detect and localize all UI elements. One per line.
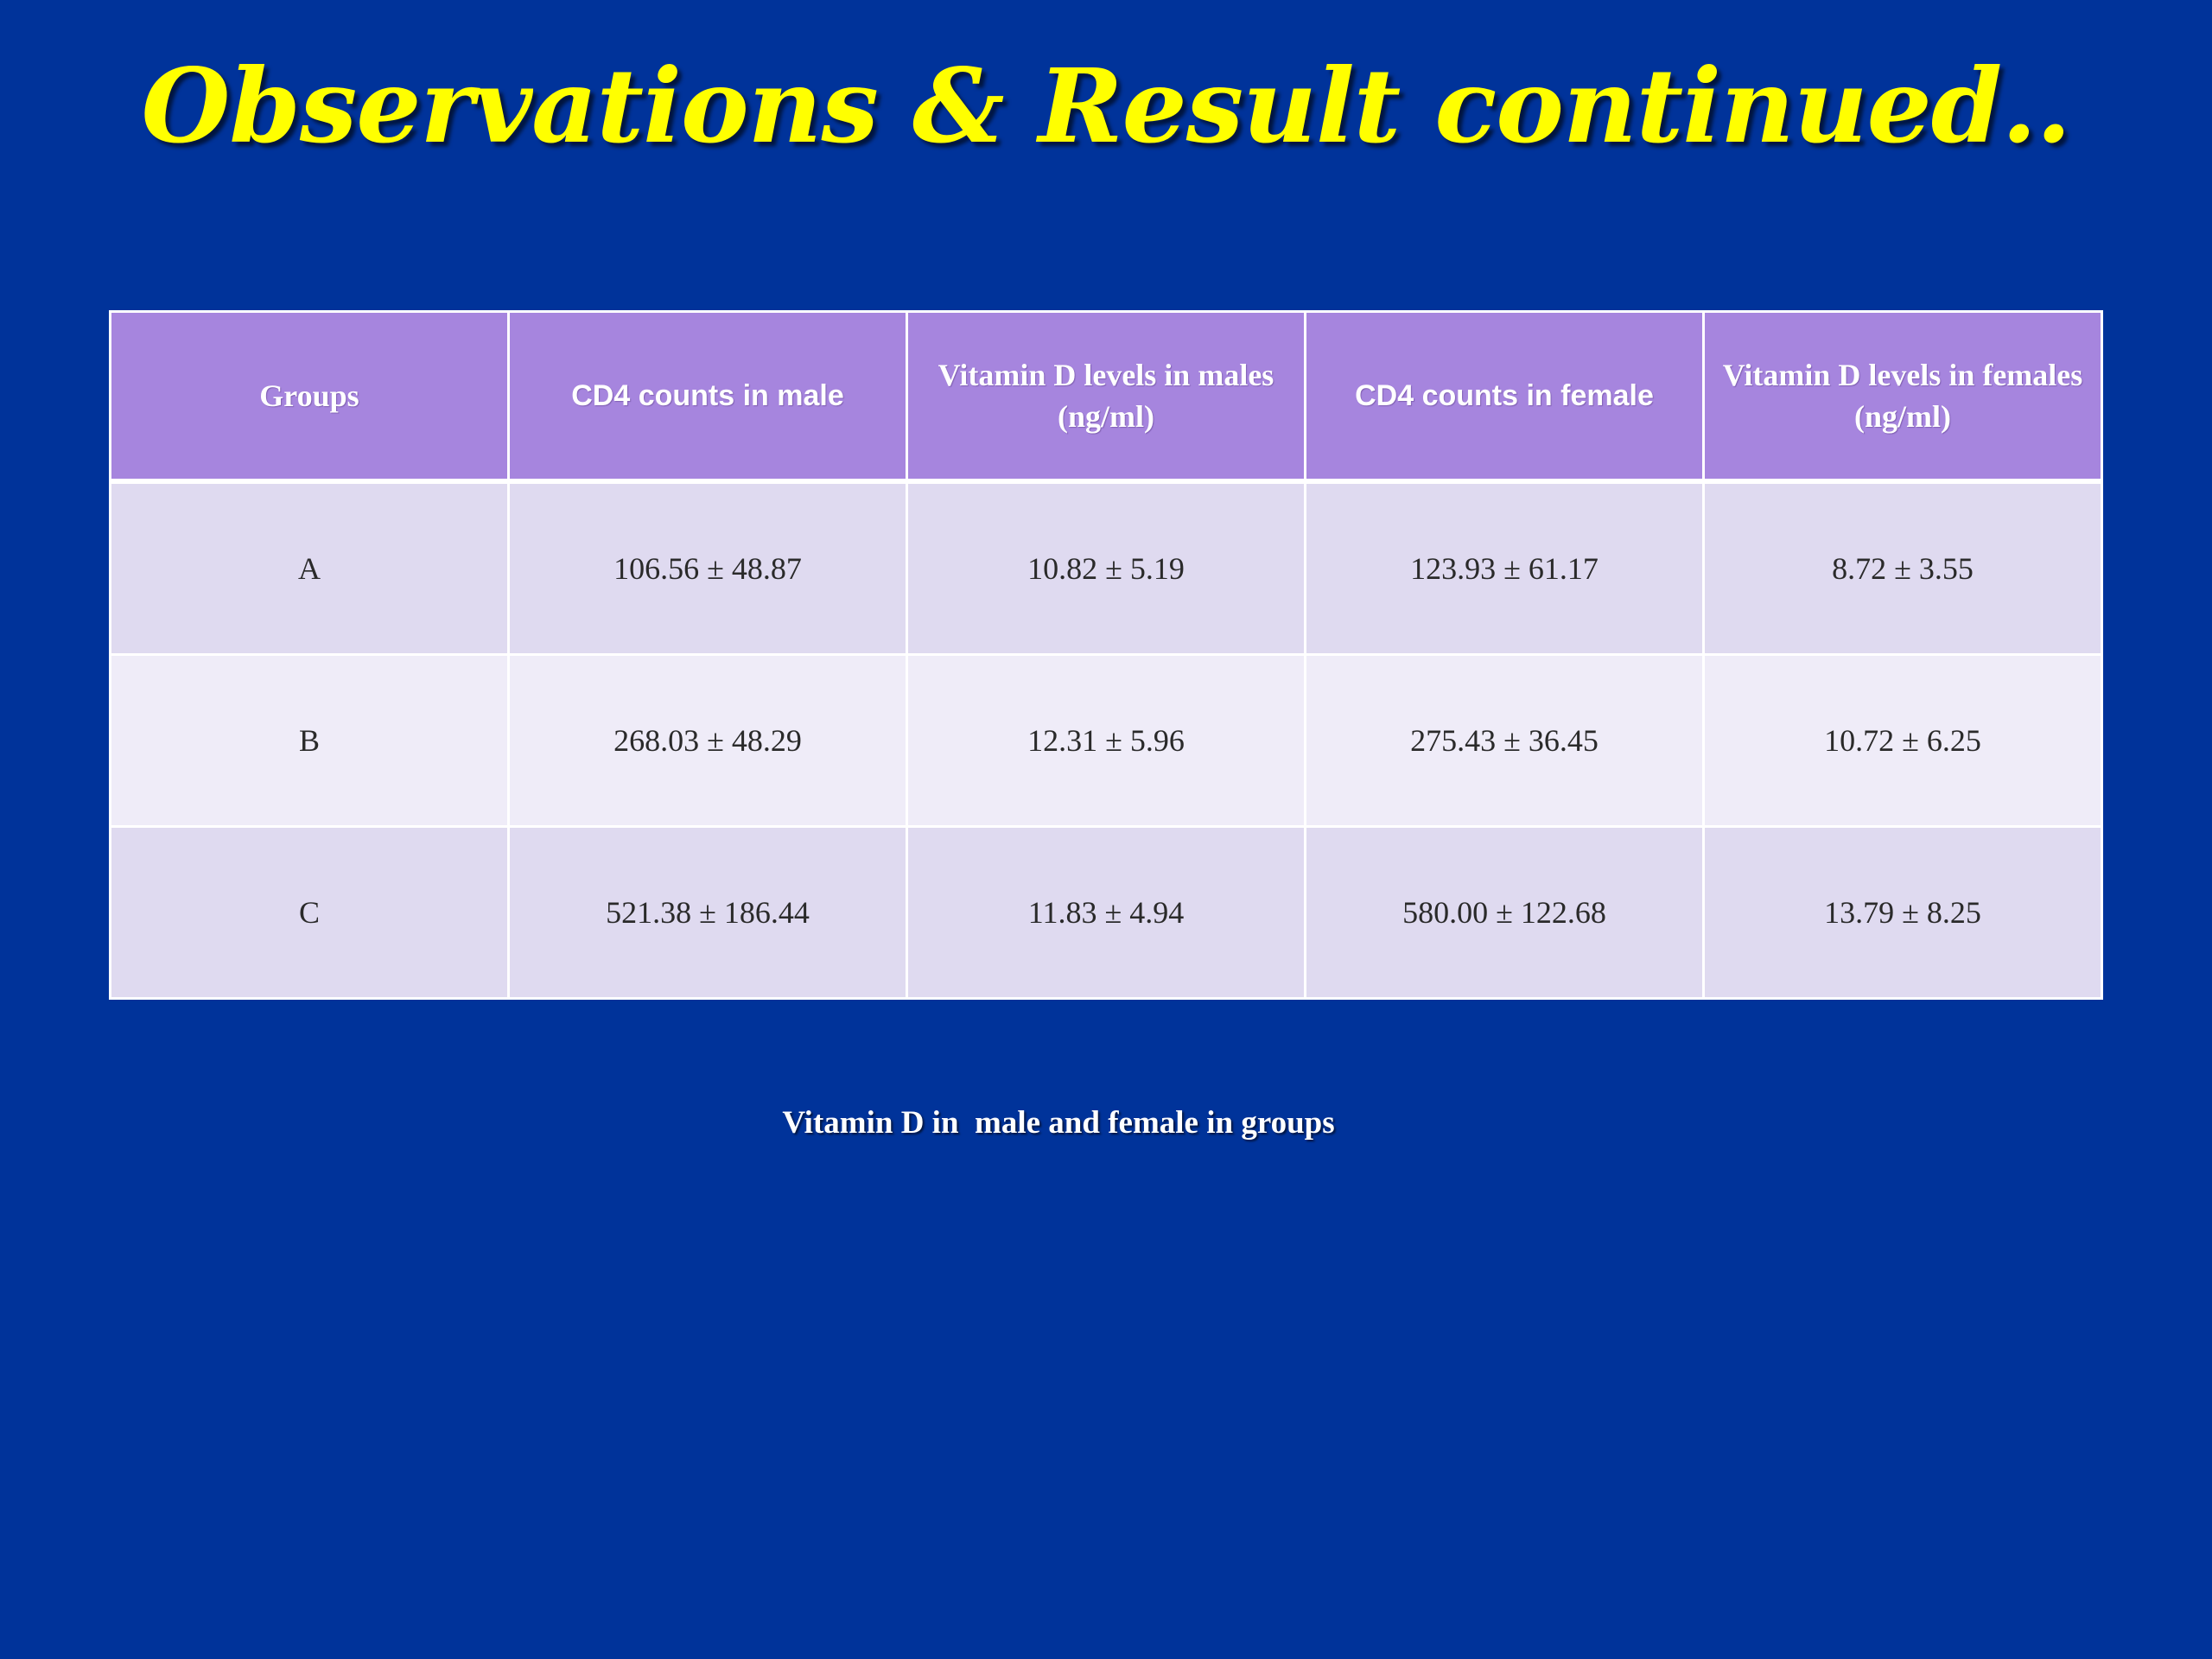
cell-vitd-females: 13.79 ± 8.25 xyxy=(1702,825,2103,1000)
cell-cd4-female: 275.43 ± 36.45 xyxy=(1304,653,1705,828)
results-table: Groups CD4 counts in male Vitamin D leve… xyxy=(109,310,2103,1000)
slide-title: Observations & Result continued.. xyxy=(141,46,2072,166)
cell-cd4-female: 580.00 ± 122.68 xyxy=(1304,825,1705,1000)
cell-group: A xyxy=(109,480,510,656)
cell-cd4-male: 521.38 ± 186.44 xyxy=(507,825,908,1000)
table-row: C 521.38 ± 186.44 11.83 ± 4.94 580.00 ± … xyxy=(109,825,2103,1000)
header-groups: Groups xyxy=(109,310,510,483)
cell-vitd-females: 10.72 ± 6.25 xyxy=(1702,653,2103,828)
table-header-row: Groups CD4 counts in male Vitamin D leve… xyxy=(109,310,2103,483)
cell-cd4-male: 106.56 ± 48.87 xyxy=(507,480,908,656)
header-cd4-male: CD4 counts in male xyxy=(507,310,908,483)
table-row: A 106.56 ± 48.87 10.82 ± 5.19 123.93 ± 6… xyxy=(109,480,2103,656)
cell-cd4-male: 268.03 ± 48.29 xyxy=(507,653,908,828)
cell-vitd-males: 10.82 ± 5.19 xyxy=(906,480,1306,656)
header-vitd-males: Vitamin D levels in males (ng/ml) xyxy=(906,310,1306,483)
cell-group: B xyxy=(109,653,510,828)
cell-vitd-males: 12.31 ± 5.96 xyxy=(906,653,1306,828)
header-cd4-female: CD4 counts in female xyxy=(1304,310,1705,483)
table-caption: Vitamin D in male and female in groups xyxy=(782,1105,1335,1141)
cell-cd4-female: 123.93 ± 61.17 xyxy=(1304,480,1705,656)
header-vitd-females: Vitamin D levels in females (ng/ml) xyxy=(1702,310,2103,483)
cell-group: C xyxy=(109,825,510,1000)
cell-vitd-males: 11.83 ± 4.94 xyxy=(906,825,1306,1000)
table-row: B 268.03 ± 48.29 12.31 ± 5.96 275.43 ± 3… xyxy=(109,653,2103,828)
cell-vitd-females: 8.72 ± 3.55 xyxy=(1702,480,2103,656)
